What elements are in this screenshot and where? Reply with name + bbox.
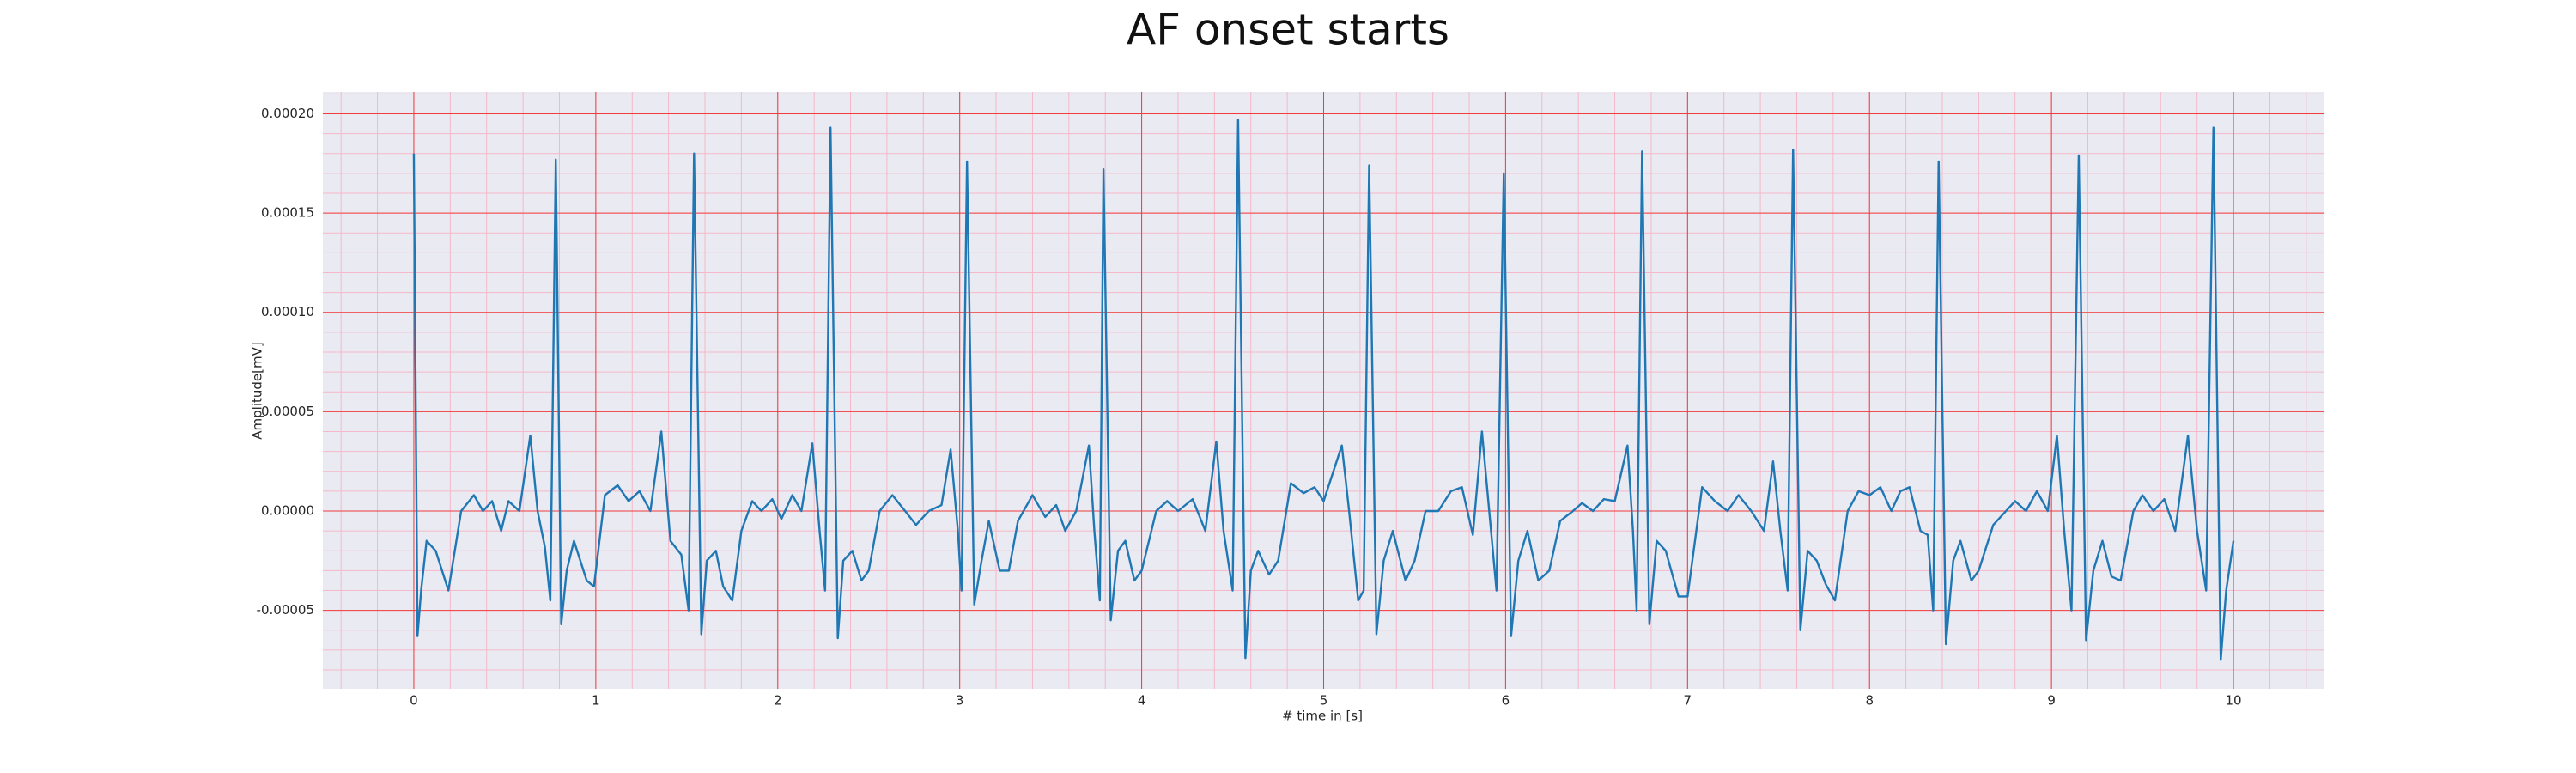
x-tick-label: 3 <box>956 693 964 709</box>
x-tick-label: 7 <box>1684 693 1692 709</box>
y-axis-label: Amplitude[mV] <box>250 342 265 439</box>
x-tick-label: 4 <box>1138 693 1146 709</box>
y-tick-label: 0.00010 <box>261 304 314 320</box>
y-tick-label: -0.00005 <box>257 602 314 618</box>
x-axis-label: # time in [s] <box>1282 709 1363 724</box>
x-tick-label: 9 <box>2047 693 2056 709</box>
x-tick-label: 10 <box>2225 693 2241 709</box>
y-tick-label: 0.00015 <box>261 205 314 221</box>
y-tick-label: 0.00020 <box>261 106 314 121</box>
x-tick-label: 6 <box>1502 693 1510 709</box>
x-tick-label: 2 <box>774 693 782 709</box>
y-tick-label: 0.00005 <box>261 404 314 419</box>
major-grid <box>323 92 2324 689</box>
x-tick-label: 5 <box>1320 693 1328 709</box>
y-tick-label: 0.00000 <box>261 503 314 519</box>
signal-line <box>412 119 2235 661</box>
x-tick-label: 0 <box>410 693 418 709</box>
x-tick-label: 1 <box>592 693 600 709</box>
chart-title: AF onset starts <box>1127 5 1449 55</box>
x-tick-label: 8 <box>1865 693 1874 709</box>
